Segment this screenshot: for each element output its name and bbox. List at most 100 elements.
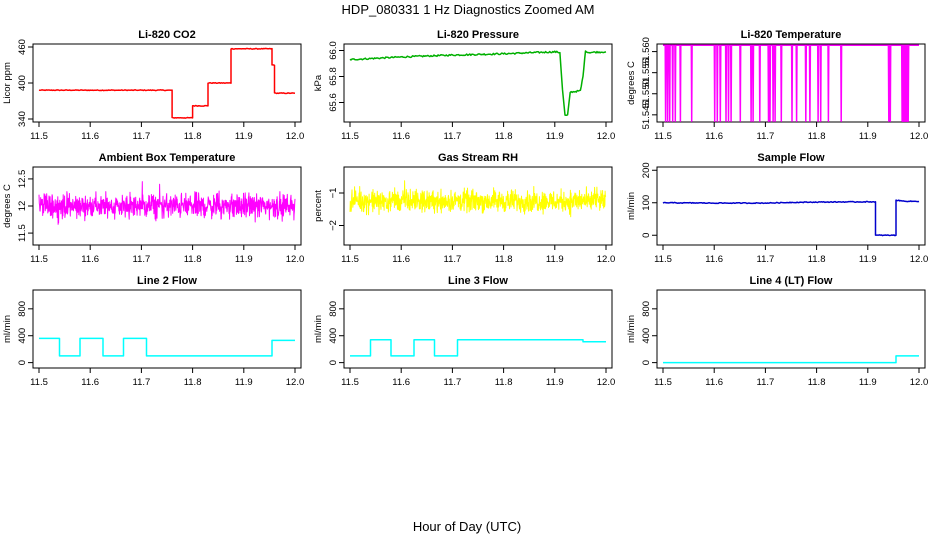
y-tick-label: 51.550 (641, 79, 652, 108)
y-tick-label: 0 (328, 360, 339, 365)
x-tick-label: 11.8 (184, 377, 202, 388)
y-tick-label: 400 (641, 328, 652, 344)
y-tick-label: 100 (641, 195, 652, 211)
x-tick-label: 12.0 (286, 254, 305, 265)
x-tick-label: 11.6 (392, 254, 410, 265)
x-tick-label: 11.9 (546, 254, 564, 265)
series-line-li-820-temperature (663, 44, 919, 122)
x-tick-label: 11.8 (184, 131, 202, 142)
panel-title: Gas Stream RH (438, 152, 518, 164)
x-tick-label: 11.5 (654, 377, 672, 388)
x-tick-label: 11.8 (808, 254, 826, 265)
x-tick-label: 11.5 (654, 254, 672, 265)
y-axis-label: degrees C (2, 184, 13, 228)
plot-frame (656, 166, 926, 246)
y-tick-label: 12 (17, 201, 28, 212)
panel-title: Line 2 Flow (137, 275, 197, 287)
x-tick-label: 11.9 (235, 131, 253, 142)
y-tick-label: 400 (17, 75, 28, 91)
y-axis-label: Licor ppm (2, 62, 13, 104)
y-tick-label: 200 (641, 162, 652, 178)
x-tick-label: 11.6 (81, 254, 99, 265)
x-tick-label: 11.5 (30, 377, 48, 388)
y-axis-label: ml/min (313, 315, 324, 343)
y-tick-label: 400 (17, 328, 28, 344)
y-tick-label: 51.555 (641, 58, 652, 87)
x-tick-label: 11.6 (705, 131, 723, 142)
panel-line-3-flow: Line 3 Flow ml/min 11.5 11.6 11.7 11.8 11.9 12.… (313, 275, 615, 388)
panel-title: Li-820 CO2 (138, 29, 195, 41)
y-tick-label: 800 (17, 301, 28, 317)
plot-frame (32, 289, 302, 369)
y-tick-label: 800 (641, 301, 652, 317)
x-tick-label: 11.8 (495, 254, 513, 265)
y-tick-label: 12.5 (17, 170, 28, 189)
y-tick-label: 65.6 (328, 93, 339, 112)
panel-line-4-lt-flow: Line 4 (LT) Flow ml/min 11.5 11.6 11.7 11.8 11… (626, 275, 928, 388)
panel-title: Line 4 (LT) Flow (750, 275, 833, 287)
y-tick-label: 400 (328, 328, 339, 344)
panel-ambient-box-temperature: Ambient Box Temperature degrees C 11.5 11.6… (2, 152, 304, 265)
panel-li-820-co2: Li-820 CO2 Licor ppm 11.5 11.6 11.7 11.8 11.9 1… (2, 29, 304, 142)
y-axis-label: ml/min (2, 315, 13, 343)
y-tick-label: 51.545 (641, 100, 652, 129)
series-line-li-820-pressure (349, 50, 607, 116)
x-tick-label: 11.9 (235, 254, 253, 265)
panel-title: Li-820 Pressure (437, 29, 519, 41)
y-tick-label: 0 (641, 233, 652, 238)
plot-frame (343, 43, 613, 123)
x-tick-label: 11.8 (495, 377, 513, 388)
x-tick-label: 11.5 (341, 254, 359, 265)
plot-frame (656, 289, 926, 369)
y-tick-label: 66.0 (328, 41, 339, 60)
x-tick-label: 11.6 (392, 131, 410, 142)
x-tick-label: 11.9 (859, 377, 877, 388)
plot-frame (32, 43, 302, 123)
x-tick-label: 11.9 (859, 131, 877, 142)
x-tick-label: 11.7 (444, 131, 462, 142)
x-tick-label: 11.5 (341, 131, 359, 142)
panel-title: Ambient Box Temperature (99, 152, 236, 164)
x-tick-label: 11.6 (81, 377, 99, 388)
series-line-ambient-box-temperature (38, 181, 296, 225)
x-tick-label: 11.7 (444, 254, 462, 265)
panel-gas-stream-rh: Gas Stream RH percent 11.5 11.6 11.7 11.8 11.9… (313, 152, 615, 265)
x-tick-label: 11.9 (859, 254, 877, 265)
series-line-li-820-co2 (38, 47, 296, 119)
panel-line-2-flow: Line 2 Flow ml/min 11.5 11.6 11.7 11.8 11.9 12.… (2, 275, 304, 388)
x-tick-label: 12.0 (910, 254, 929, 265)
y-tick-label: 460 (17, 39, 28, 55)
series-line-line-4-lt-flow (663, 355, 919, 364)
x-tick-label: 11.5 (654, 131, 672, 142)
series-line-line-2-flow (39, 337, 295, 357)
panel-li-820-pressure: Li-820 Pressure kPa 11.5 11.6 11.7 11.8 11.9 12… (313, 29, 615, 142)
x-tick-label: 11.7 (133, 131, 151, 142)
panel-sample-flow: Sample Flow ml/min 11.5 11.6 11.7 11.8 11.9 12.… (626, 152, 928, 265)
x-tick-label: 11.9 (546, 377, 564, 388)
y-tick-label: 0 (17, 360, 28, 365)
x-tick-label: 11.7 (133, 377, 151, 388)
plot-frame (656, 43, 926, 123)
plot-frame (343, 289, 613, 369)
x-tick-label: 12.0 (910, 377, 929, 388)
panel-grid: Li-820 CO2 Licor ppm 11.5 11.6 11.7 11.8 11.9 1… (2, 29, 928, 388)
y-tick-label: −2 (328, 220, 339, 231)
x-tick-label: 12.0 (910, 131, 929, 142)
x-tick-label: 12.0 (286, 377, 305, 388)
panel-title: Li-820 Temperature (741, 29, 842, 41)
y-tick-label: 11.5 (17, 224, 28, 242)
y-axis-label: ml/min (626, 315, 637, 343)
y-axis-label: degrees C (626, 61, 637, 105)
x-tick-label: 11.7 (444, 377, 462, 388)
x-tick-label: 11.6 (81, 131, 99, 142)
y-tick-label: 800 (328, 301, 339, 317)
y-tick-label: 0 (641, 360, 652, 365)
x-tick-label: 11.9 (235, 377, 253, 388)
panel-title: Line 3 Flow (448, 275, 508, 287)
series-line-sample-flow (662, 199, 920, 237)
x-tick-label: 11.5 (30, 131, 48, 142)
x-tick-label: 11.5 (30, 254, 48, 265)
plot-frame (343, 166, 613, 246)
y-axis-label: kPa (313, 74, 324, 91)
